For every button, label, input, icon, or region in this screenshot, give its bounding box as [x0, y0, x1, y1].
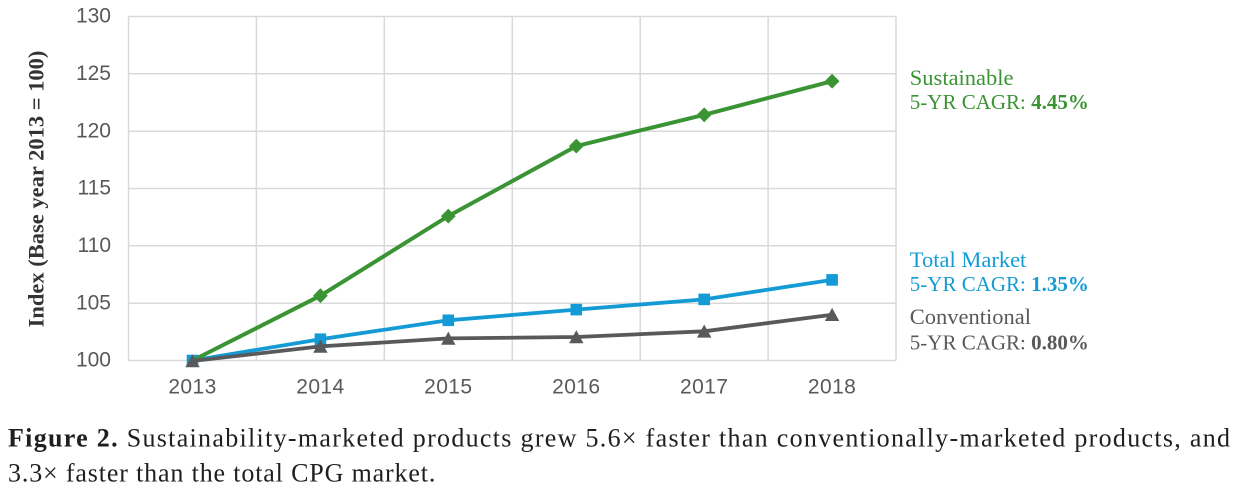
svg-text:5-YR CAGR: 4.45%: 5-YR CAGR: 4.45% [910, 90, 1089, 114]
svg-text:115: 115 [78, 177, 111, 200]
svg-text:Sustainable: Sustainable [910, 65, 1014, 90]
svg-text:Conventional: Conventional [910, 304, 1031, 329]
svg-text:130: 130 [76, 5, 111, 28]
svg-text:105: 105 [76, 291, 111, 314]
svg-text:Total Market: Total Market [910, 247, 1027, 272]
svg-text:2013: 2013 [168, 376, 216, 399]
svg-text:5-YR CAGR: 1.35%: 5-YR CAGR: 1.35% [910, 272, 1089, 296]
svg-text:Figure 2. Sustainability-marke: Figure 2. Sustainability-marketed produc… [8, 424, 1231, 453]
svg-text:2018: 2018 [808, 376, 856, 399]
svg-text:Index (Base year 2013 = 100): Index (Base year 2013 = 100) [24, 51, 49, 328]
svg-text:2016: 2016 [552, 376, 600, 399]
svg-text:3.3× faster than the total CPG: 3.3× faster than the total CPG market. [8, 459, 436, 488]
svg-text:120: 120 [76, 119, 111, 142]
svg-text:2015: 2015 [424, 376, 472, 399]
svg-text:125: 125 [76, 62, 111, 85]
svg-text:110: 110 [78, 234, 111, 257]
svg-text:2014: 2014 [296, 376, 344, 399]
svg-text:5-YR CAGR: 0.80%: 5-YR CAGR: 0.80% [910, 331, 1089, 355]
svg-text:100: 100 [76, 349, 111, 372]
svg-text:2017: 2017 [680, 376, 728, 399]
